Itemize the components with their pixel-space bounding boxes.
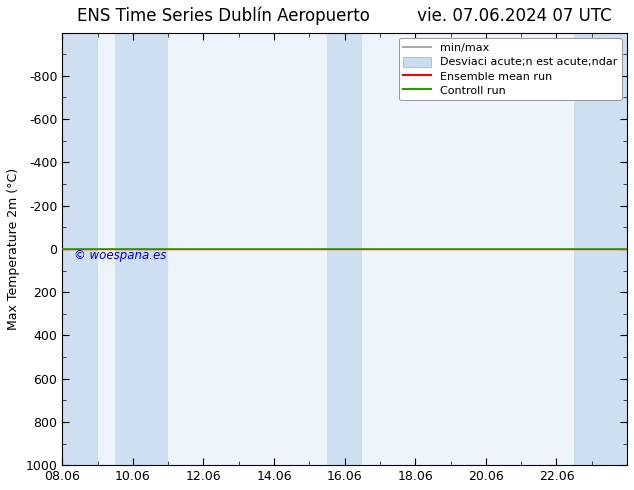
Title: ENS Time Series Dublín Aeropuerto         vie. 07.06.2024 07 UTC: ENS Time Series Dublín Aeropuerto vie. 0… bbox=[77, 7, 612, 25]
Legend: min/max, Desviaci acute;n est acute;ndar, Ensemble mean run, Controll run: min/max, Desviaci acute;n est acute;ndar… bbox=[399, 38, 621, 100]
Y-axis label: Max Temperature 2m (°C): Max Temperature 2m (°C) bbox=[7, 168, 20, 330]
Text: © woespana.es: © woespana.es bbox=[74, 249, 166, 262]
Bar bbox=[574, 32, 634, 465]
Bar bbox=[115, 32, 168, 465]
Bar bbox=[44, 32, 98, 465]
Bar bbox=[327, 32, 362, 465]
